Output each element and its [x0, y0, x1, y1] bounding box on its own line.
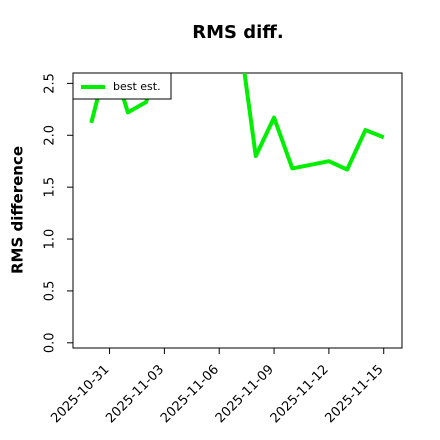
chart-title: RMS diff.	[192, 22, 283, 43]
y-tick-label: 1.5	[43, 177, 58, 198]
legend-label: best est.	[113, 80, 161, 93]
y-tick-label: 1.0	[43, 229, 58, 250]
x-tick-label: 2025-11-12	[268, 362, 332, 426]
plot-frame	[72, 72, 403, 349]
legend-box	[72, 72, 172, 100]
y-tick-label: 0.5	[43, 281, 58, 302]
y-axis-label: RMS difference	[9, 146, 27, 274]
x-tick-label: 2025-11-03	[103, 362, 167, 426]
y-tick-label: 2.5	[43, 73, 58, 94]
data-line	[89, 73, 385, 172]
y-tick-label: 0.0	[43, 332, 58, 353]
y-tick-label: 2.0	[43, 125, 58, 146]
x-tick-label: 2025-11-15	[323, 362, 387, 426]
